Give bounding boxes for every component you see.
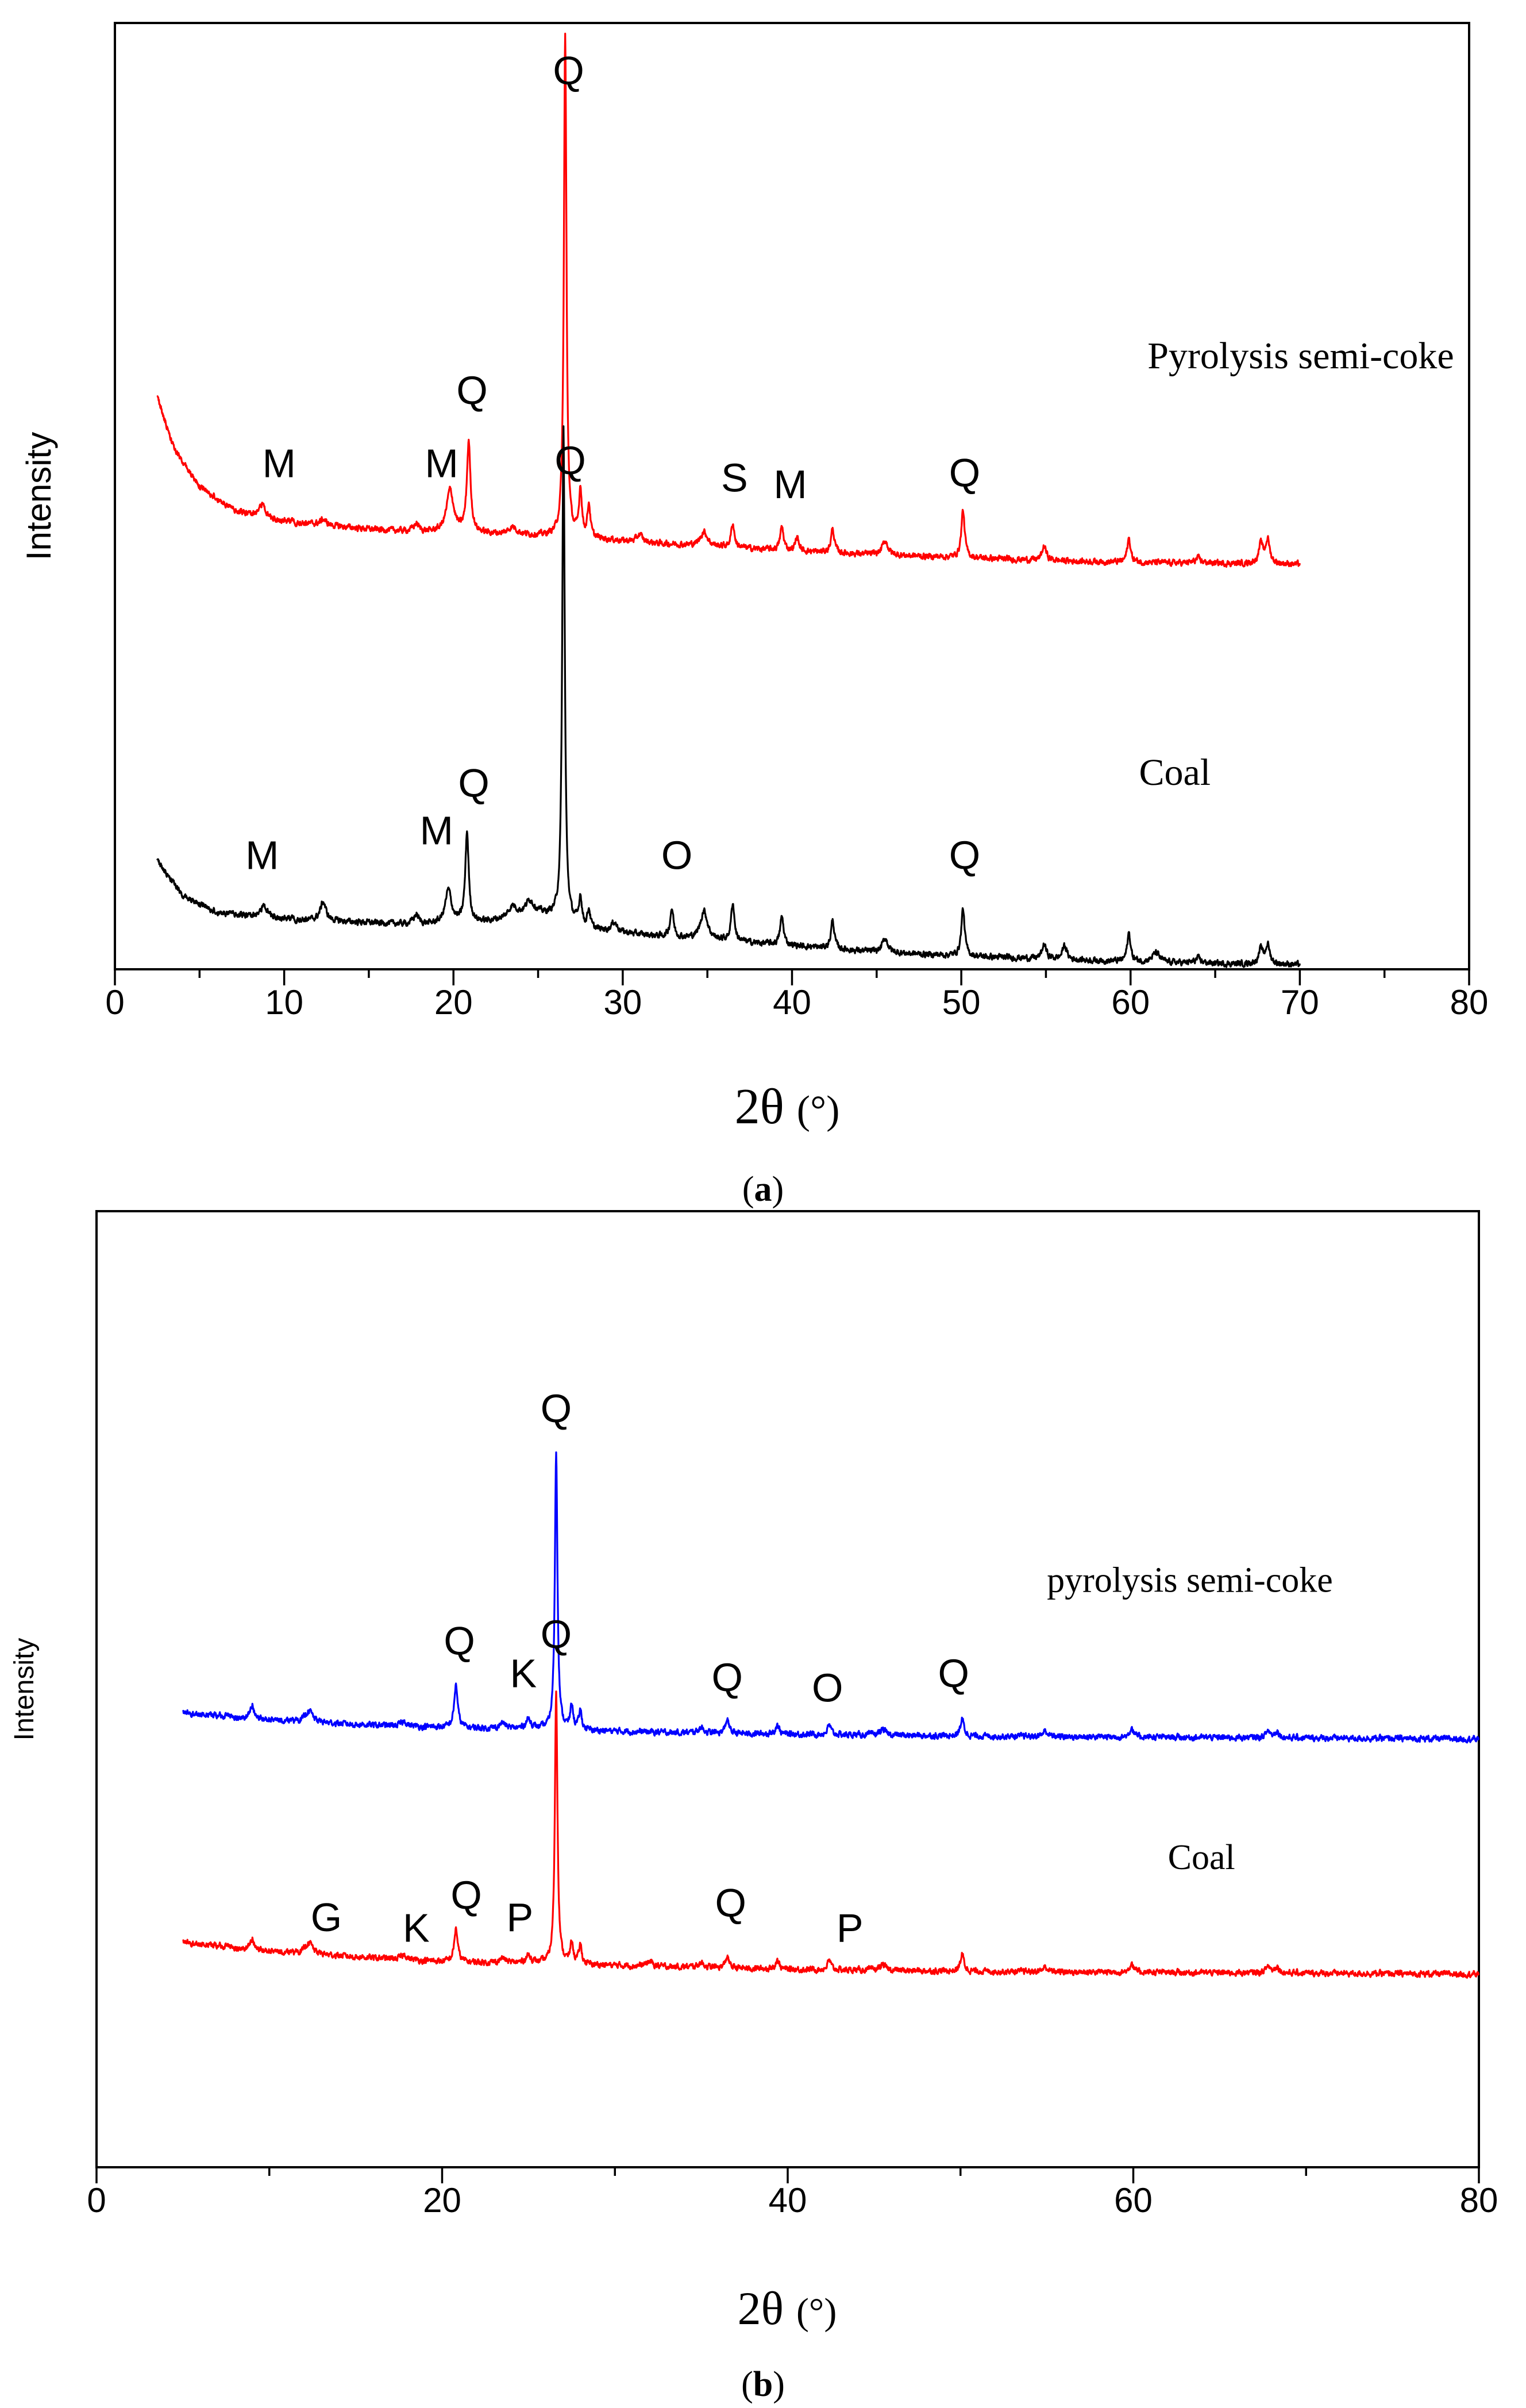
- curve-label: Pyrolysis semi-coke: [1147, 335, 1454, 377]
- x-tick-label: 10: [265, 983, 303, 1022]
- x-axis-label: 2θ (°): [735, 1079, 840, 1135]
- panel-label-part: a: [754, 1170, 772, 1209]
- y-axis-label: Intensity: [9, 1638, 40, 1741]
- peak-annotation: O: [661, 833, 692, 877]
- series-line-top: [182, 1451, 1480, 1744]
- peak-annotation: Q: [456, 368, 487, 413]
- peak-annotation: Q: [541, 1612, 572, 1656]
- y-axis-label: Intensity: [20, 432, 58, 560]
- curve-label: Coal: [1168, 1838, 1235, 1877]
- panel-label-part: (: [742, 1170, 754, 1209]
- peak-annotation: Q: [938, 1651, 969, 1696]
- x-axis-label-unit: (°): [797, 1088, 840, 1132]
- peak-annotation: K: [510, 1651, 537, 1696]
- peak-annotation: K: [403, 1905, 430, 1950]
- curve-label: Coal: [1139, 752, 1211, 793]
- peak-annotation: Q: [541, 1386, 572, 1431]
- peak-annotation: Q: [949, 833, 980, 877]
- panel-label: (b): [741, 2365, 785, 2404]
- peak-annotation: Q: [715, 1881, 746, 1925]
- peak-annotation: G: [311, 1895, 342, 1940]
- panel-label-part: b: [753, 2365, 773, 2404]
- x-tick-label: 0: [105, 983, 124, 1022]
- peak-annotation: M: [420, 808, 453, 853]
- x-tick-label: 80: [1460, 2181, 1498, 2220]
- x-tick-label: 0: [87, 2181, 106, 2220]
- peak-annotation: O: [812, 1666, 843, 1710]
- x-tick-label: 40: [773, 983, 811, 1022]
- x-tick-label: 60: [1114, 2181, 1153, 2220]
- peak-annotation: Q: [553, 48, 584, 93]
- peak-annotation: Q: [712, 1655, 743, 1700]
- plot-frame: [95, 1210, 1480, 2168]
- panel-label-part: ): [773, 2365, 785, 2404]
- x-axis-label-symbol: 2θ: [735, 1079, 784, 1135]
- peak-annotation: P: [506, 1895, 533, 1940]
- series-line-top: [156, 32, 1301, 568]
- peak-annotation: M: [425, 441, 458, 486]
- curve-label: pyrolysis semi-coke: [1047, 1561, 1333, 1600]
- peak-annotation: Q: [444, 1619, 475, 1663]
- series-line-bottom: [156, 425, 1301, 968]
- peak-annotation: Q: [554, 438, 585, 483]
- panel-label-part: ): [772, 1170, 784, 1209]
- x-tick-label: 40: [769, 2181, 807, 2220]
- series-line-bottom: [182, 1690, 1480, 1979]
- peak-annotation: M: [773, 462, 807, 507]
- x-tick-label: 20: [423, 2181, 461, 2220]
- panel-label: (a): [742, 1170, 784, 1209]
- peak-annotation: P: [837, 1905, 864, 1950]
- panel-label-part: (: [741, 2365, 753, 2404]
- peak-annotation: Q: [450, 1873, 481, 1918]
- peak-annotation: M: [263, 441, 296, 486]
- x-tick-label: 70: [1281, 983, 1319, 1022]
- x-tick-label: 50: [942, 983, 981, 1022]
- x-axis-label-unit: (°): [796, 2291, 837, 2333]
- peak-annotation: S: [721, 455, 748, 500]
- x-axis-label: 2θ (°): [738, 2282, 837, 2334]
- peak-annotation: M: [245, 833, 279, 877]
- x-tick-label: 30: [604, 983, 642, 1022]
- x-tick-label: 20: [434, 983, 473, 1022]
- x-tick-label: 60: [1111, 983, 1150, 1022]
- peak-annotation: Q: [458, 761, 489, 806]
- x-axis-label-symbol: 2θ: [738, 2282, 784, 2334]
- x-tick-label: 80: [1450, 983, 1489, 1022]
- peak-annotation: Q: [949, 450, 980, 495]
